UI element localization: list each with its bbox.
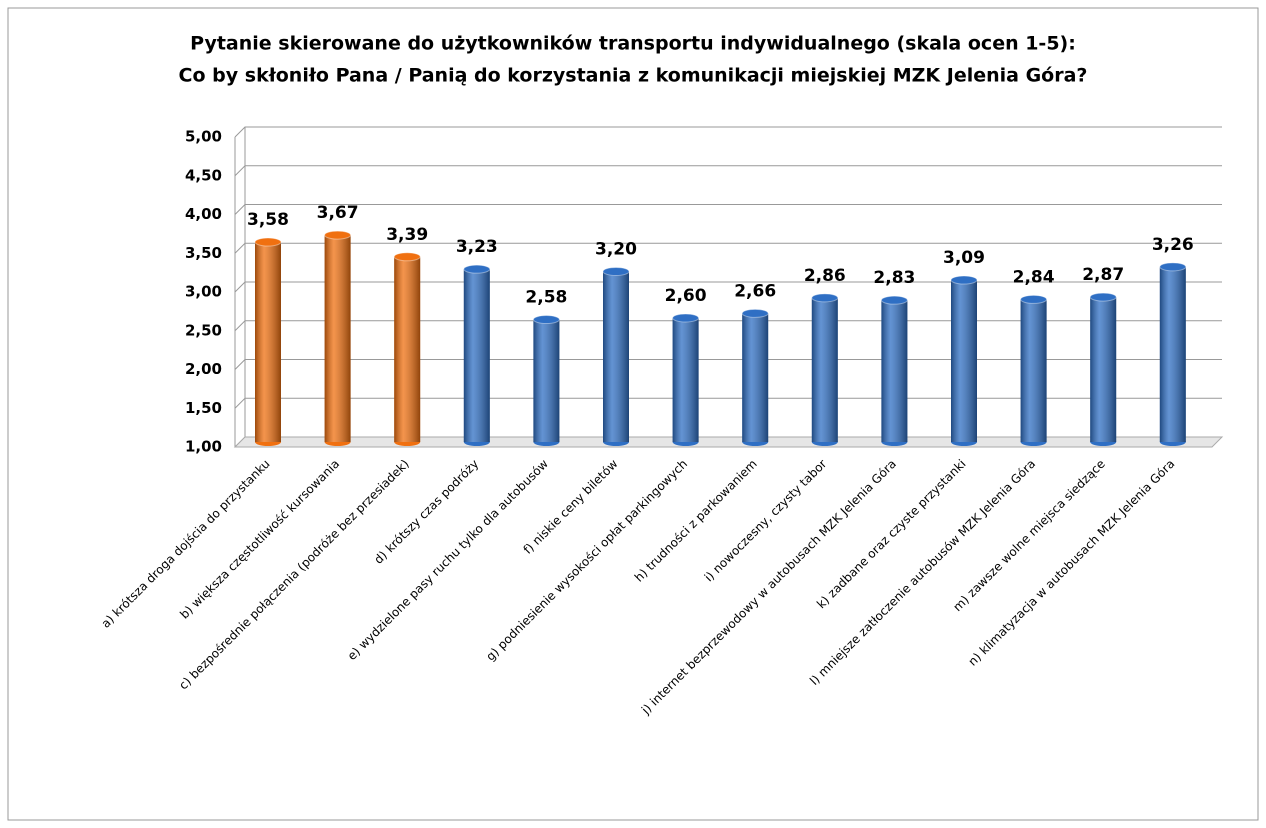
bar-top <box>880 295 908 305</box>
bar-top <box>741 308 769 318</box>
bar-top <box>324 230 352 240</box>
grid-line <box>234 242 1222 254</box>
bar-top <box>1020 294 1048 304</box>
value-label: 3,58 <box>247 210 289 230</box>
bar-shade <box>811 297 838 442</box>
bar-top <box>1159 262 1187 272</box>
bar-shade <box>324 235 351 442</box>
grid-line <box>234 281 1222 293</box>
bar-shade <box>463 269 490 442</box>
bar-shade <box>603 271 629 442</box>
value-label: 2,66 <box>734 281 776 301</box>
bar-shade <box>533 319 560 442</box>
bar-shade <box>394 256 421 442</box>
bar-shade <box>1020 299 1047 442</box>
y-tick-label: 5,00 <box>185 128 222 146</box>
bar-top <box>672 313 700 323</box>
bar-top <box>532 315 560 325</box>
bar-top <box>602 267 630 276</box>
grid-line <box>234 165 1222 177</box>
y-tick-label: 3,00 <box>185 283 222 301</box>
value-label: 3,39 <box>386 225 428 245</box>
chart-title: Pytanie skierowane do użytkowników trans… <box>190 33 1076 55</box>
value-label: 2,87 <box>1082 265 1124 285</box>
value-label: 3,20 <box>595 240 637 260</box>
bar-top <box>254 237 282 247</box>
value-label: 2,84 <box>1013 267 1055 287</box>
value-label: 3,23 <box>456 237 498 257</box>
bar-shade <box>255 242 281 442</box>
value-label: 2,86 <box>804 266 846 286</box>
bar-shade <box>951 280 977 442</box>
bar-top <box>1089 292 1117 302</box>
bar-shade <box>672 318 699 442</box>
value-label: 3,26 <box>1152 235 1194 255</box>
value-label: 2,60 <box>665 286 707 306</box>
y-tick-label: 4,50 <box>185 166 222 184</box>
floor <box>233 436 1224 448</box>
value-label: 3,09 <box>943 248 985 268</box>
y-tick-label: 1,50 <box>185 399 222 417</box>
value-label: 2,83 <box>873 268 915 288</box>
bar-shade <box>1090 297 1117 442</box>
bar-shade <box>1159 266 1186 442</box>
chart-subtitle: Co by skłoniło Pana / Panią do korzystan… <box>179 65 1088 87</box>
bar-top <box>811 293 839 303</box>
y-tick-label: 2,50 <box>185 321 222 339</box>
bar-top <box>950 275 978 285</box>
y-tick-label: 2,00 <box>185 360 222 378</box>
bar-shade <box>881 300 908 442</box>
y-tick-label: 4,00 <box>185 205 222 223</box>
bar-top <box>393 252 421 262</box>
grid-line <box>234 204 1222 215</box>
value-label: 2,58 <box>525 288 567 308</box>
chart-frame <box>7 7 1259 821</box>
y-tick-label: 1,00 <box>185 438 222 456</box>
value-label: 3,67 <box>317 203 359 223</box>
bar-top <box>463 264 491 274</box>
bar-shade <box>742 313 769 442</box>
grid-line <box>234 126 1222 138</box>
y-tick-label: 3,50 <box>185 244 222 262</box>
